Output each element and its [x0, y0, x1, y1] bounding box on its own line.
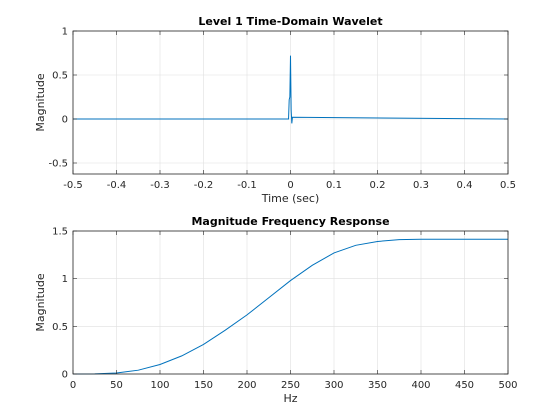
top-axes: -0.5 -0.4 -0.3 -0.2 -0.1 0 0.1 0.2 0.3 0.4 0.5 -0.… [34, 15, 516, 205]
bottom-x-tick-label: 0 [70, 380, 76, 391]
bottom-axes: 0 50 100 150 200 250 300 350 400 450 500 00.511.5 … [34, 215, 518, 405]
bottom-y-tick-labels: 0 0.5 1 1.5 [52, 227, 68, 381]
top-x-tick-label: 0 [287, 180, 293, 191]
top-x-tick-label: -0.2 [194, 180, 214, 191]
bottom-x-tick-label: 100 [150, 380, 169, 391]
top-tick-marks [72, 30, 509, 174]
top-x-tick-label: 0.1 [326, 180, 342, 191]
top-x-tick-label: 0.4 [457, 180, 473, 191]
bottom-tick-marks [72, 230, 509, 375]
top-x-tick-label: -0.4 [107, 180, 127, 191]
top-x-tick-label: 0.5 [500, 180, 516, 191]
bottom-x-tick-label: 500 [498, 380, 517, 391]
top-x-tick-label: -0.5 [63, 180, 83, 191]
bottom-frequency-response-line [72, 238, 508, 375]
bottom-x-tick-label: 400 [411, 380, 430, 391]
top-y-tick-label: 0.5 [52, 71, 68, 82]
bottom-chart-title: Magnitude Frequency Response [191, 215, 389, 228]
top-y-tick-label: 0 [62, 115, 68, 126]
bottom-x-tick-label: 250 [281, 380, 300, 391]
top-y-tick-labels: -0.5 0 0.5 1 [48, 27, 68, 170]
bottom-y-tick-label: 0 [62, 370, 68, 381]
top-y-axis-label: Magnitude [34, 73, 47, 132]
bottom-y-axis-label: Magnitude [34, 273, 47, 332]
top-wavelet-line [73, 55, 509, 124]
bottom-x-tick-label: 300 [324, 380, 343, 391]
bottom-y-tick-label: 1.5 [52, 227, 68, 238]
top-x-axis-label: Time (sec) [261, 192, 320, 205]
top-x-tick-label: 0.3 [413, 180, 429, 191]
bottom-y-tick-label: 0.5 [52, 322, 68, 333]
bottom-y-tick-label: 1 [62, 274, 68, 285]
top-y-tick-label: -0.5 [48, 159, 68, 170]
bottom-x-tick-labels: 0 50 100 150 200 250 300 350 400 450 500 [70, 380, 518, 391]
bottom-x-axis-label: Hz [283, 392, 297, 405]
top-y-tick-label: 1 [62, 27, 68, 38]
bottom-x-tick-label: 50 [110, 380, 123, 391]
top-x-tick-labels: -0.5 -0.4 -0.3 -0.2 -0.1 0 0.1 0.2 0.3 0.4 0.5 [63, 180, 516, 191]
top-x-tick-label: -0.3 [150, 180, 170, 191]
bottom-x-tick-label: 200 [237, 380, 256, 391]
top-x-tick-label: -0.1 [237, 180, 257, 191]
bottom-x-tick-label: 350 [368, 380, 387, 391]
top-x-tick-label: 0.2 [370, 180, 386, 191]
top-chart-title: Level 1 Time-Domain Wavelet [198, 15, 382, 28]
bottom-x-tick-label: 450 [455, 380, 474, 391]
bottom-x-tick-label: 150 [194, 380, 213, 391]
